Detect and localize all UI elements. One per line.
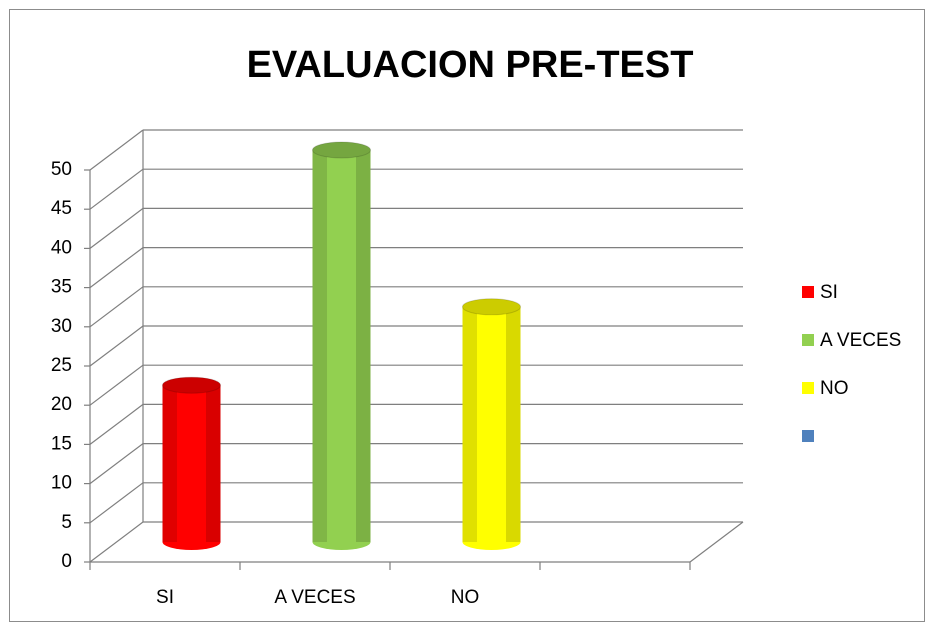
grid-line-side bbox=[89, 364, 144, 406]
grid-line-side bbox=[89, 207, 144, 249]
legend-label: SI bbox=[820, 282, 838, 303]
bar-shade bbox=[356, 150, 371, 542]
chart-title: EVALUACION PRE-TEST bbox=[247, 44, 694, 86]
y-tick-label: 45 bbox=[51, 198, 72, 219]
y-tick-label: 0 bbox=[61, 551, 72, 572]
y-tick-label: 35 bbox=[51, 277, 72, 298]
y-tick-label: 30 bbox=[51, 316, 72, 337]
grid-line-side bbox=[89, 521, 144, 563]
legend-swatch bbox=[802, 430, 814, 442]
grid-line-side bbox=[89, 443, 144, 485]
grid-line-side bbox=[89, 403, 144, 445]
bar-top bbox=[162, 376, 221, 394]
bar-shade bbox=[312, 150, 327, 542]
y-tick-label: 10 bbox=[51, 473, 72, 494]
legend-swatch bbox=[802, 286, 814, 298]
legend-label: A VECES bbox=[820, 330, 901, 351]
bar-shade bbox=[162, 385, 177, 542]
x-tick-label: NO bbox=[451, 587, 480, 608]
bar-top bbox=[462, 298, 521, 316]
grid-line-side bbox=[89, 482, 144, 524]
grid-line-side bbox=[89, 168, 144, 210]
y-tick-label: 25 bbox=[51, 355, 72, 376]
grid-line-side bbox=[89, 286, 144, 328]
bar bbox=[162, 376, 221, 550]
bar-shade bbox=[206, 385, 221, 542]
bar bbox=[312, 141, 371, 550]
bar-shade bbox=[506, 306, 521, 542]
bar-shade bbox=[462, 306, 477, 542]
y-tick-label: 5 bbox=[61, 512, 72, 533]
legend-swatch bbox=[802, 382, 814, 394]
bar-top bbox=[312, 141, 371, 159]
x-tick-label: SI bbox=[156, 587, 174, 608]
y-tick-label: 40 bbox=[51, 237, 72, 258]
grid-line-side bbox=[89, 325, 144, 367]
y-tick-label: 15 bbox=[51, 433, 72, 454]
y-tick-label: 20 bbox=[51, 394, 72, 415]
grid-line-side bbox=[89, 129, 144, 171]
y-tick-label: 50 bbox=[51, 159, 72, 180]
legend-swatch bbox=[802, 334, 814, 346]
floor-right-edge bbox=[689, 521, 744, 563]
legend-label: NO bbox=[820, 378, 849, 399]
grid-line-side bbox=[89, 247, 144, 289]
x-tick-label: A VECES bbox=[274, 587, 355, 608]
bar bbox=[462, 298, 521, 550]
